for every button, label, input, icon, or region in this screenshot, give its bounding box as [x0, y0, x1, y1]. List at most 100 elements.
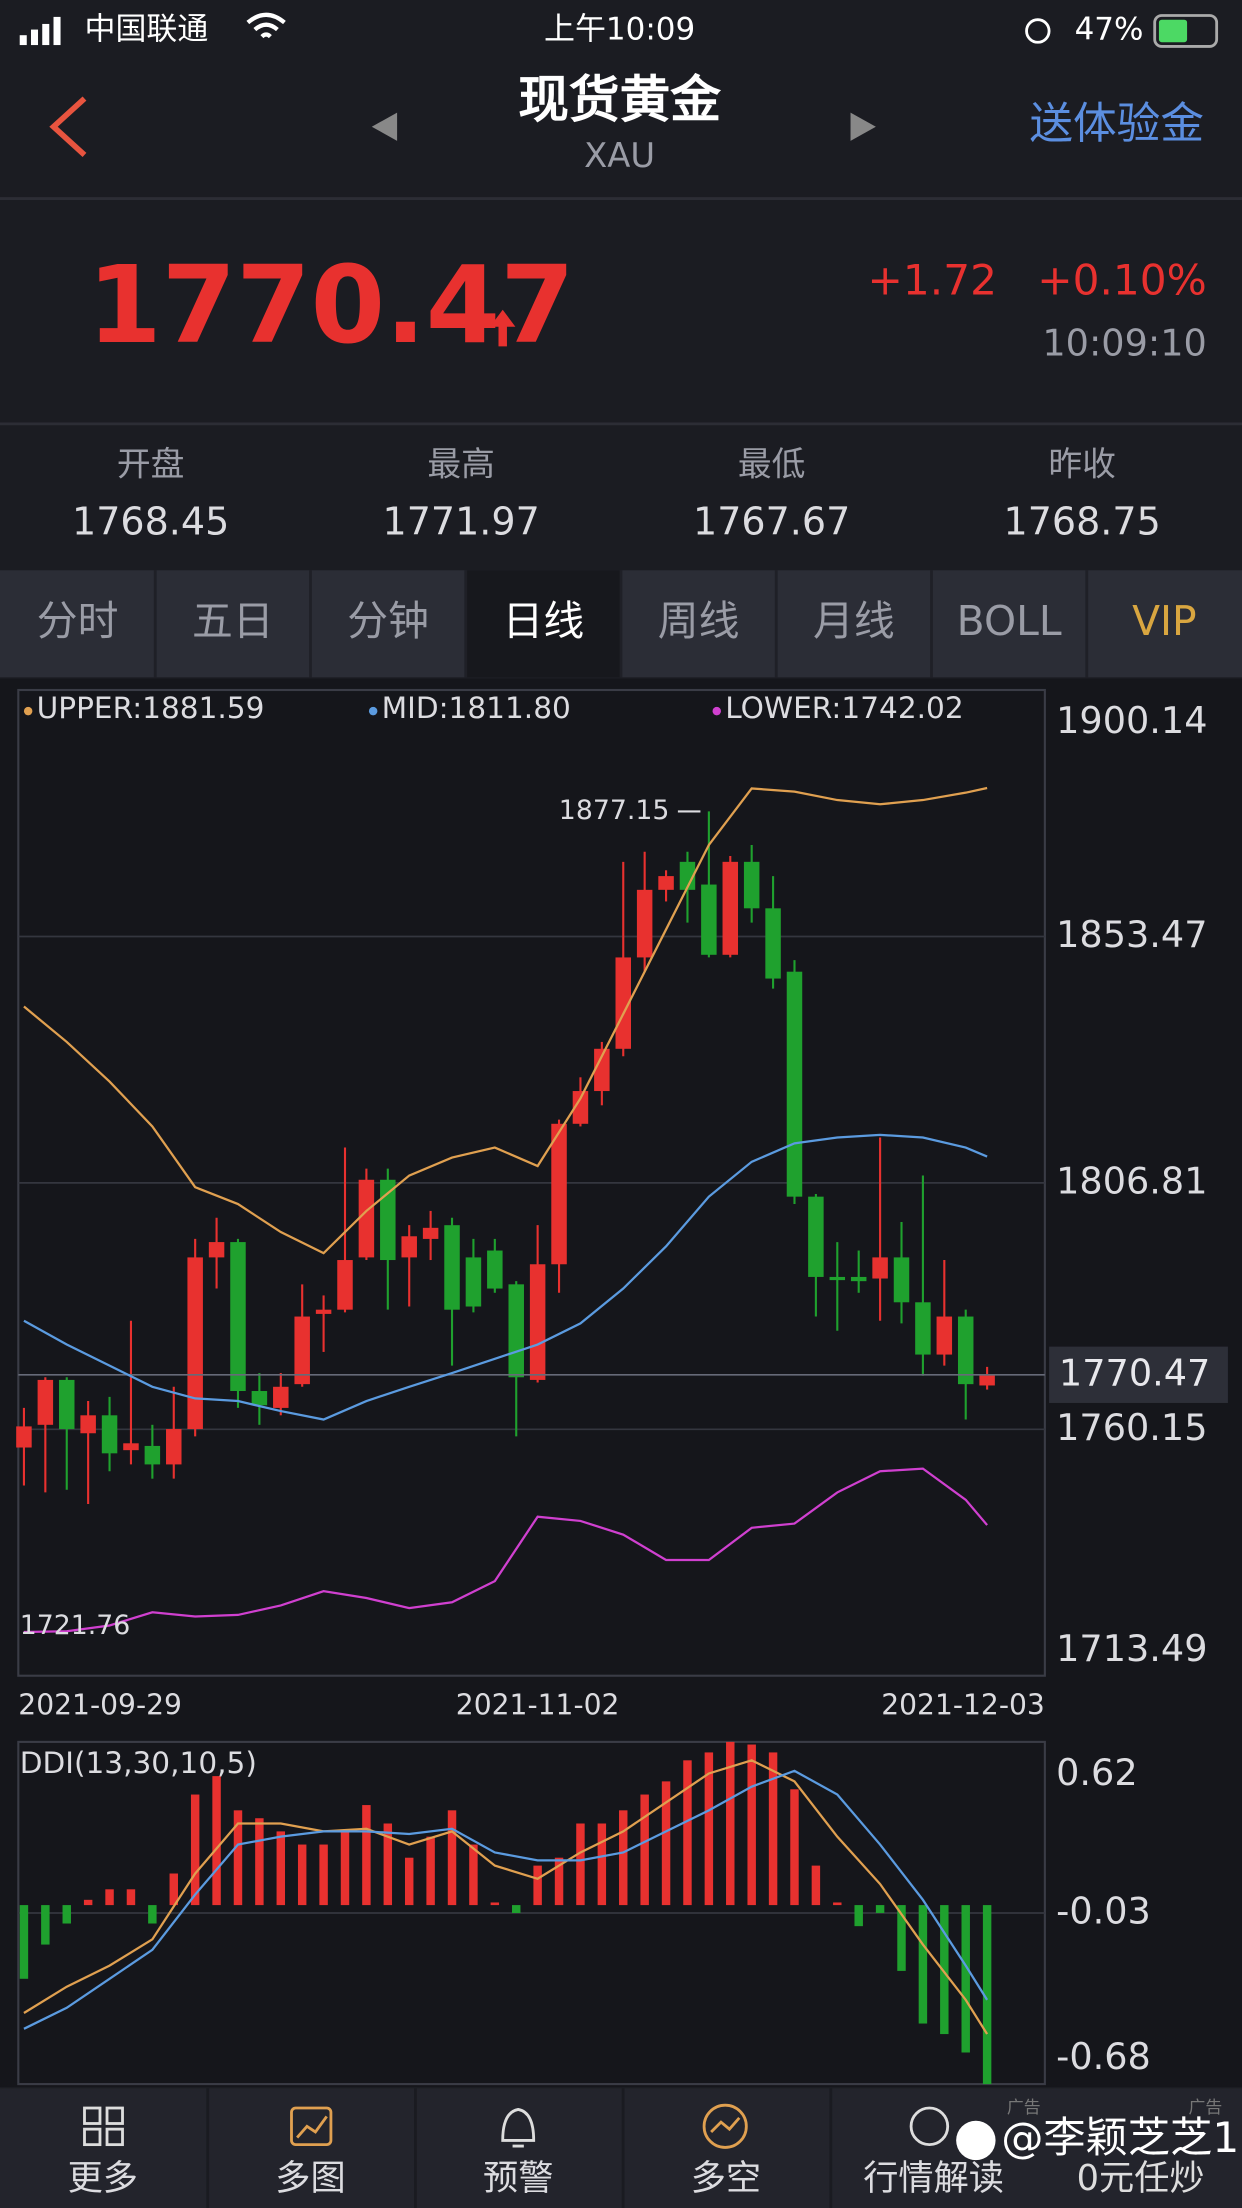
tab[interactable]: BOLL — [957, 597, 1062, 645]
ddi-bar — [982, 1905, 992, 2085]
next-button[interactable] — [850, 112, 876, 141]
y-tick-label: 1713.49 — [1056, 1627, 1207, 1670]
tab[interactable]: 月线 — [813, 597, 895, 645]
stat-value: 1767.67 — [693, 499, 850, 543]
candle-body — [358, 1179, 375, 1258]
change-pct: +0.10% — [1037, 256, 1207, 305]
ddi-bar — [41, 1905, 50, 1945]
ddi-bar — [362, 1805, 371, 1906]
legend-dot — [368, 706, 378, 716]
candle-body — [786, 971, 803, 1197]
candle-body — [80, 1415, 96, 1434]
band-line — [23, 1467, 988, 1634]
ddi-bar — [490, 1902, 500, 1906]
x-tick-label: 2021-12-03 — [881, 1689, 1045, 1722]
candle-body — [915, 1302, 931, 1355]
nav-item[interactable]: 多空 — [691, 2158, 761, 2199]
ddi-bar — [554, 1857, 564, 1906]
wifi-icon — [246, 12, 286, 39]
ddi-bar — [661, 1781, 671, 1906]
candle-body — [743, 861, 760, 909]
current-price-label: 1770.47 — [1059, 1351, 1210, 1394]
subtitle: XAU — [584, 136, 655, 175]
candle-body — [166, 1429, 182, 1465]
candle-body — [957, 1316, 974, 1385]
ddi-bar — [126, 1889, 136, 1906]
tab[interactable]: 周线 — [658, 597, 740, 645]
prev-button[interactable] — [371, 112, 398, 141]
band-line — [23, 786, 988, 1255]
ddi-bar — [833, 1902, 842, 1906]
legend-dot — [23, 706, 33, 716]
ddi-bar — [940, 1905, 949, 2035]
candle-body — [508, 1284, 524, 1378]
candle-body — [337, 1260, 353, 1310]
candle-body — [872, 1257, 888, 1279]
candle-body — [401, 1236, 417, 1258]
candle-body — [230, 1242, 246, 1392]
nav-item[interactable]: 多图 — [275, 2158, 345, 2199]
y-tick-label: -0.03 — [1056, 1889, 1151, 1932]
title: 现货黄金 — [518, 70, 721, 129]
action-button[interactable]: 送体验金 — [1029, 99, 1204, 150]
x-tick-label: 2021-11-02 — [456, 1689, 620, 1722]
candle-body — [187, 1257, 203, 1430]
band-line — [23, 1133, 988, 1421]
ddi-bar — [811, 1865, 821, 1906]
candle-body — [444, 1225, 460, 1310]
ddi-bar — [447, 1810, 457, 1906]
candle-body — [551, 1123, 567, 1265]
candle-body — [808, 1196, 824, 1277]
candle-body — [936, 1316, 953, 1355]
battery-frame — [1153, 14, 1219, 48]
tab[interactable]: 分钟 — [347, 597, 429, 645]
carrier: 中国联通 — [84, 11, 208, 47]
y-tick-label: -0.68 — [1056, 2035, 1151, 2078]
stat-value: 1768.45 — [72, 499, 229, 543]
ddi-bar — [233, 1810, 243, 1906]
ddi-bar — [704, 1752, 714, 1906]
candle-body — [829, 1276, 846, 1281]
candle-body — [529, 1264, 546, 1380]
chart-title: DDI(13,30,10,5) — [20, 1746, 257, 1780]
ddi-bar — [790, 1789, 799, 1906]
ddi-bar — [897, 1905, 906, 1971]
ddi-bar — [875, 1905, 885, 1913]
candle-body — [893, 1257, 910, 1303]
candle-body — [422, 1227, 439, 1239]
bottom-nav: 更多 多图 预警 多空 行情解读 — [68, 2088, 1004, 2208]
tab[interactable]: 五日 — [192, 597, 274, 645]
legend-dot — [712, 706, 721, 716]
ddi-bar — [576, 1823, 585, 1906]
stat-label: 最低 — [738, 445, 806, 484]
candle-body — [465, 1257, 482, 1307]
ddi-bar — [255, 1818, 264, 1906]
x-tick-label: 2021-09-29 — [18, 1689, 182, 1722]
back-button[interactable] — [49, 96, 87, 157]
nav-item[interactable]: 预警 — [483, 2158, 553, 2199]
y-tick-label: 1760.15 — [1056, 1406, 1207, 1449]
nav-item[interactable]: 行情解读 — [863, 2158, 1004, 2199]
tab[interactable]: 分时 — [37, 597, 119, 645]
ddi-bar — [426, 1836, 435, 1906]
ddi-bar — [148, 1905, 157, 1924]
annotation: 1877.15 — [559, 795, 670, 826]
ad-text[interactable]: 0元任炒 — [1077, 2158, 1205, 2199]
tab[interactable]: 日线 — [503, 597, 585, 645]
candle-body — [37, 1379, 54, 1425]
price: 1770.47 — [87, 244, 574, 368]
nav-icons — [83, 2103, 950, 2149]
nav-item[interactable]: 更多 — [68, 2158, 138, 2199]
candle-body — [636, 889, 653, 958]
plot: 1900.14 1853.47 1806.81 1760.15 1713.49 2021-… — [16, 691, 1228, 2085]
ddi-bar — [961, 1905, 970, 2053]
candle-body — [979, 1374, 995, 1386]
candle-body — [273, 1386, 289, 1408]
ddi-bar — [533, 1865, 542, 1906]
candle-body — [658, 876, 674, 890]
annotation: 1721.76 — [20, 1610, 131, 1641]
y-tick-label: 1853.47 — [1056, 913, 1207, 956]
tab[interactable]: VIP — [1132, 597, 1197, 645]
ddi-bar — [619, 1810, 628, 1906]
ddi-bar — [83, 1899, 93, 1906]
